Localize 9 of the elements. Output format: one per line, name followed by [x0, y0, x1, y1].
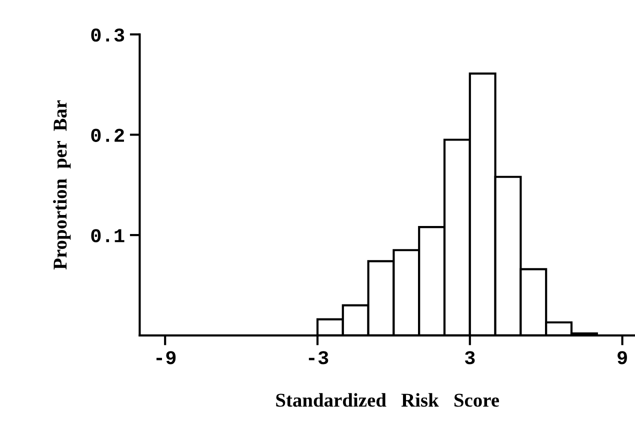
x-tick-label: 3	[464, 351, 475, 364]
x-tick-label: 9	[618, 351, 627, 364]
x-tick-label: -3	[308, 351, 328, 364]
y-tick-label: 0.1	[91, 229, 124, 242]
y-tick-label: 0.2	[91, 128, 124, 142]
y-tick-label: 0.3	[91, 28, 124, 42]
y-axis-title: Proportion per Bar	[53, 100, 71, 270]
x-tick-label: -9	[156, 351, 176, 364]
x-axis-title: Standardized Risk Score	[276, 393, 500, 407]
